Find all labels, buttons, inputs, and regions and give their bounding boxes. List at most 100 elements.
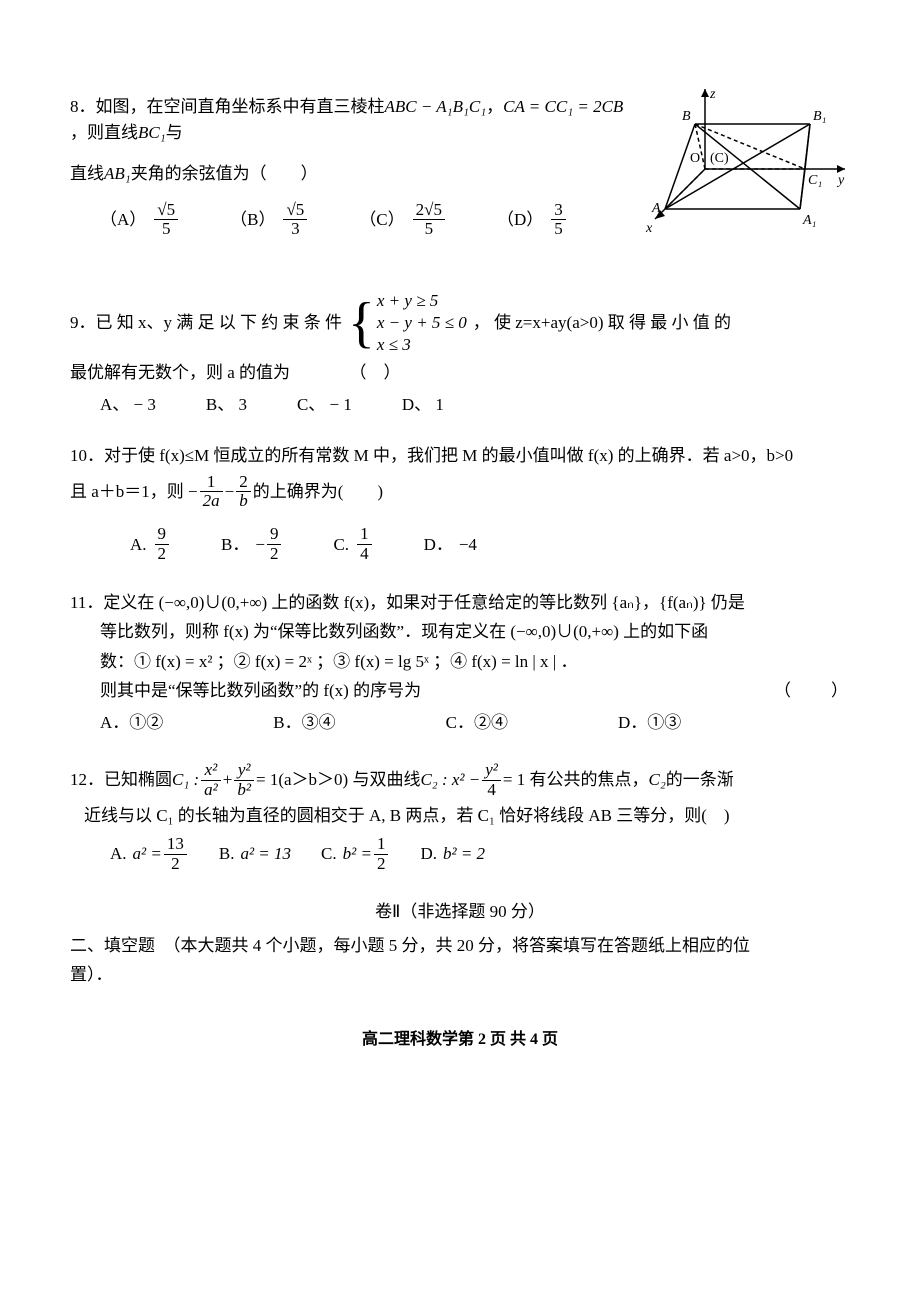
q8-text: 夹角的余弦值为（ ） [131, 161, 318, 187]
q8-line2: 直线 AB₁ 夹角的余弦值为（ ） [70, 161, 630, 187]
fill-intro-line1: 二、填空题 （本大题共 4 个小题，每小题 5 分，共 20 分，将答案填写在答… [70, 933, 850, 959]
q8-text: ，则直线 [70, 120, 138, 146]
question-12: 12．已知椭圆 C₁ : x²a² + y²b² = 1(a＞b＞0) 与双曲线… [70, 761, 850, 873]
q12-line2: 近线与以 C₁ 的长轴为直径的圆相交于 A, B 两点，若 C₁ 恰好将线段 A… [84, 803, 850, 829]
q11-choices: A．①② B．③④ C．②④ D．①③ [100, 710, 850, 736]
q12-choice-b: B. a² = 13 [219, 835, 291, 873]
sys-row: x + y ≥ 5 [377, 290, 467, 312]
q9-choice-a: A、 − 3 [100, 392, 156, 418]
q11-line3: 数：① f(x) = x² ；② f(x) = 2ˣ ；③ f(x) = lg … [100, 649, 850, 675]
q8-choices: （A） √55 （B） √53 （C） 2√55 （D） 35 [100, 201, 630, 239]
label-O: O [690, 151, 700, 166]
q8-cond: CA = CC₁ = 2CB [503, 94, 623, 120]
axis-x-label: x [645, 221, 653, 236]
choice-value: b² = 2 [443, 841, 485, 867]
frac-num: 9 [267, 525, 282, 545]
section-2-title: 卷Ⅱ（非选择题 90 分） [70, 899, 850, 925]
choice-lhs: b² = [343, 841, 372, 867]
sys-row: x − y + 5 ≤ 0 [377, 312, 467, 334]
q12-choice-c: C. b² = 12 [321, 835, 390, 873]
q8-line1: 8．如图，在空间直角坐标系中有直三棱柱 ABC − A₁B₁C₁ ， CA = … [70, 94, 630, 145]
choice-lhs: a² = [133, 841, 162, 867]
q10-choice-c: C. 14 [333, 525, 373, 563]
question-8: z y x O (C) A B A₁ B₁ C₁ 8．如图，在空间直角坐标系中有… [70, 94, 850, 264]
frac-den: 2 [155, 545, 170, 564]
choice-label: D. [420, 841, 437, 867]
frac-den: b [236, 492, 251, 511]
q8-choice-d: （D） 35 [497, 201, 568, 239]
frac-den: 5 [551, 220, 566, 239]
q12-choice-a: A. a² = 132 [110, 835, 189, 873]
frac-num: y² [234, 761, 254, 781]
q12-c1: C₁ : [172, 767, 199, 793]
q12-text: 12．已知椭圆 [70, 767, 172, 793]
q10-choices: A. 92 B． − 92 C. 14 D． −4 [130, 525, 850, 563]
q10-choice-d: D． −4 [424, 525, 477, 563]
q10-line2: 且 a＋b＝1，则 − 12a − 2b 的上确界为( ) [70, 473, 850, 511]
q12-c2name: C₂ [648, 767, 665, 793]
choice-label: （C） [359, 207, 404, 233]
q9-line2: 最优解有无数个，则 a 的值为 （ ） [70, 360, 850, 386]
q8-figure: z y x O (C) A B A₁ B₁ C₁ [640, 84, 850, 254]
q12-c2: C₂ : x² − [420, 767, 480, 793]
left-brace-icon: { [348, 295, 375, 351]
frac-den: 5 [413, 220, 445, 239]
q11-line1: 11．定义在 (−∞,0)∪(0,+∞) 上的函数 f(x)，如果对于任意给定的… [70, 590, 850, 616]
frac-num: 9 [155, 525, 170, 545]
axis-z-label: z [709, 87, 716, 102]
frac-num: 1 [374, 835, 389, 855]
q9-choices: A、 − 3 B、 3 C、 − 1 D、 1 [100, 392, 850, 418]
q9-mid: ， 使 z=x+ay(a>0) 取 得 最 小 值 的 [473, 310, 731, 336]
q10-choice-a: A. 92 [130, 525, 171, 563]
frac-num: 2 [236, 473, 251, 493]
q9-system: { x + y ≥ 5 x − y + 5 ≤ 0 x ≤ 3 [348, 290, 467, 356]
q11-choice-d: D．①③ [618, 710, 681, 736]
frac-den: 4 [482, 781, 501, 800]
q8-text: 直线 [70, 161, 104, 187]
q10-text: − [225, 479, 235, 505]
axis-y-label: y [836, 173, 845, 188]
q8-text: 与 [166, 120, 183, 146]
frac-num: 3 [551, 201, 566, 221]
q11-line4: 则其中是“保等比数列函数”的 f(x) 的序号为 （ ） [100, 678, 850, 704]
q11-choice-b: B．③④ [273, 710, 335, 736]
q11-choice-a: A．①② [100, 710, 163, 736]
q12-text: = 1 有公共的焦点， [503, 767, 649, 793]
label-C: (C) [710, 151, 729, 166]
choice-label: D． [424, 532, 453, 558]
label-B: B [682, 109, 691, 124]
choice-label: （B） [230, 207, 275, 233]
frac-num: 2√5 [413, 201, 445, 221]
fill-intro-line2: 置）． [70, 962, 850, 988]
q9-choice-b: B、 3 [206, 392, 247, 418]
label-A: A [651, 201, 661, 216]
frac-num: √5 [154, 201, 178, 221]
q12-choice-d: D. b² = 2 [420, 835, 485, 873]
q9-choice-d: D、 1 [402, 392, 444, 418]
label-B1: B₁ [813, 109, 826, 124]
frac-den: 2 [267, 545, 282, 564]
answer-paren: （ ） [774, 678, 850, 704]
q8-ab1: AB₁ [104, 161, 131, 187]
frac-num: 1 [357, 525, 372, 545]
choice-value: −4 [459, 532, 477, 558]
question-9: 9．已 知 x、y 满 足 以 下 约 束 条 件 { x + y ≥ 5 x … [70, 290, 850, 417]
q8-text: 8．如图，在空间直角坐标系中有直三棱柱 [70, 94, 385, 120]
q9-line1: 9．已 知 x、y 满 足 以 下 约 束 条 件 { x + y ≥ 5 x … [70, 290, 850, 356]
question-11: 11．定义在 (−∞,0)∪(0,+∞) 上的函数 f(x)，如果对于任意给定的… [70, 590, 850, 736]
q8-prism: ABC − A₁B₁C₁ [385, 94, 487, 120]
neg-sign: − [255, 532, 265, 558]
choice-label: A. [130, 532, 147, 558]
label-C1: C₁ [808, 173, 822, 188]
q8-choice-c: （C） 2√55 [359, 201, 447, 239]
frac-den: a² [201, 781, 221, 800]
q8-choice-b: （B） √53 [230, 201, 309, 239]
choice-label: C. [333, 532, 349, 558]
frac-num: 13 [164, 835, 187, 855]
q11-choice-c: C．②④ [446, 710, 508, 736]
frac-den: 2a [200, 492, 223, 511]
q11-stem: 则其中是“保等比数列函数”的 f(x) 的序号为 [100, 678, 421, 704]
q10-line1: 10．对于使 f(x)≤M 恒成立的所有常数 M 中，我们把 M 的最小值叫做 … [70, 443, 850, 469]
choice-label: C. [321, 841, 337, 867]
choice-label: （D） [497, 207, 543, 233]
